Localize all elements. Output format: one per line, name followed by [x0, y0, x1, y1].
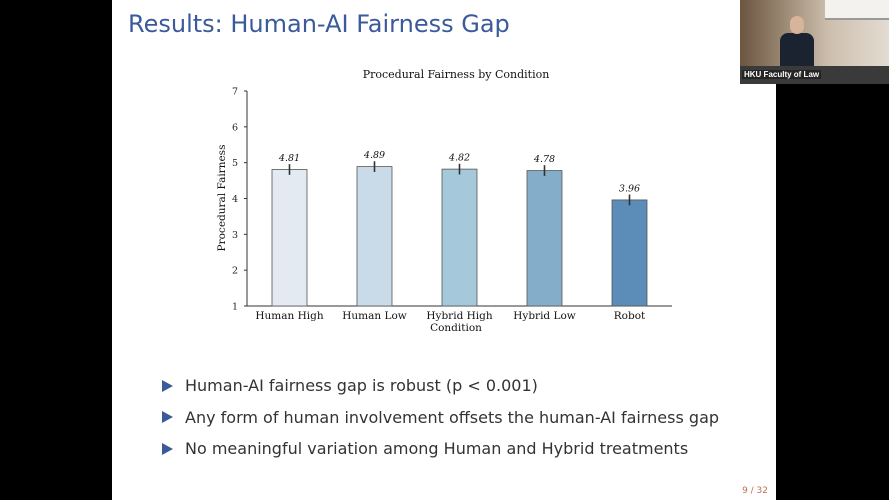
- bullet-text: No meaningful variation among Human and …: [185, 439, 689, 459]
- y-axis-label: Procedural Fairness: [216, 145, 228, 252]
- slide-title: Results: Human-AI Fairness Gap: [128, 10, 510, 38]
- bullet-item: No meaningful variation among Human and …: [162, 433, 719, 465]
- slide: Results: Human-AI Fairness Gap Procedura…: [112, 0, 776, 500]
- bar: [526, 170, 563, 307]
- data-label: 4.78: [533, 154, 555, 165]
- y-tick-label: 2: [232, 266, 238, 277]
- y-tick-label: 5: [232, 158, 238, 169]
- x-tick-label: Hybrid High: [426, 310, 492, 322]
- bar: [441, 168, 478, 307]
- bullet-text: Human-AI fairness gap is robust (p < 0.0…: [185, 376, 538, 396]
- y-tick-label: 7: [232, 87, 238, 98]
- speaker-head: [790, 16, 804, 34]
- bullet-text: Any form of human involvement offsets th…: [185, 407, 720, 427]
- y-tick-label: 1: [232, 302, 238, 313]
- bullet-list: Human-AI fairness gap is robust (p < 0.0…: [162, 370, 719, 465]
- y-tick-label: 4: [232, 194, 238, 205]
- x-axis-label: Condition: [430, 322, 482, 334]
- data-label: 4.89: [363, 150, 385, 161]
- x-tick-label: Human High: [255, 310, 323, 322]
- bar: [611, 199, 648, 307]
- data-label: 4.81: [278, 153, 300, 164]
- video-label: HKU Faculty of Law: [742, 70, 822, 79]
- triangle-bullet-icon: [162, 411, 173, 424]
- triangle-bullet-icon: [162, 379, 173, 392]
- bar: [356, 166, 393, 307]
- slide-page-number: 9 / 32: [742, 486, 768, 496]
- x-tick-label: Robot: [614, 310, 646, 322]
- bullet-item: Human-AI fairness gap is robust (p < 0.0…: [162, 370, 719, 402]
- video-podium: [740, 66, 889, 84]
- video-projector-screen: [825, 0, 889, 20]
- speaker-video-thumbnail[interactable]: HKU Faculty of Law: [740, 0, 889, 84]
- data-label: 4.82: [448, 153, 470, 164]
- y-tick-label: 3: [232, 230, 238, 241]
- bar: [271, 169, 308, 307]
- x-tick-label: Human Low: [342, 310, 407, 322]
- data-label: 3.96: [619, 184, 640, 195]
- triangle-bullet-icon: [162, 442, 173, 455]
- x-tick-label: Hybrid Low: [513, 310, 576, 322]
- y-tick-label: 6: [232, 122, 238, 133]
- chart-title: Procedural Fairness by Condition: [363, 68, 550, 81]
- bullet-item: Any form of human involvement offsets th…: [162, 402, 719, 434]
- bar-chart: Procedural Fairness by Condition 1 2 3 4 5 6 7…: [216, 68, 672, 334]
